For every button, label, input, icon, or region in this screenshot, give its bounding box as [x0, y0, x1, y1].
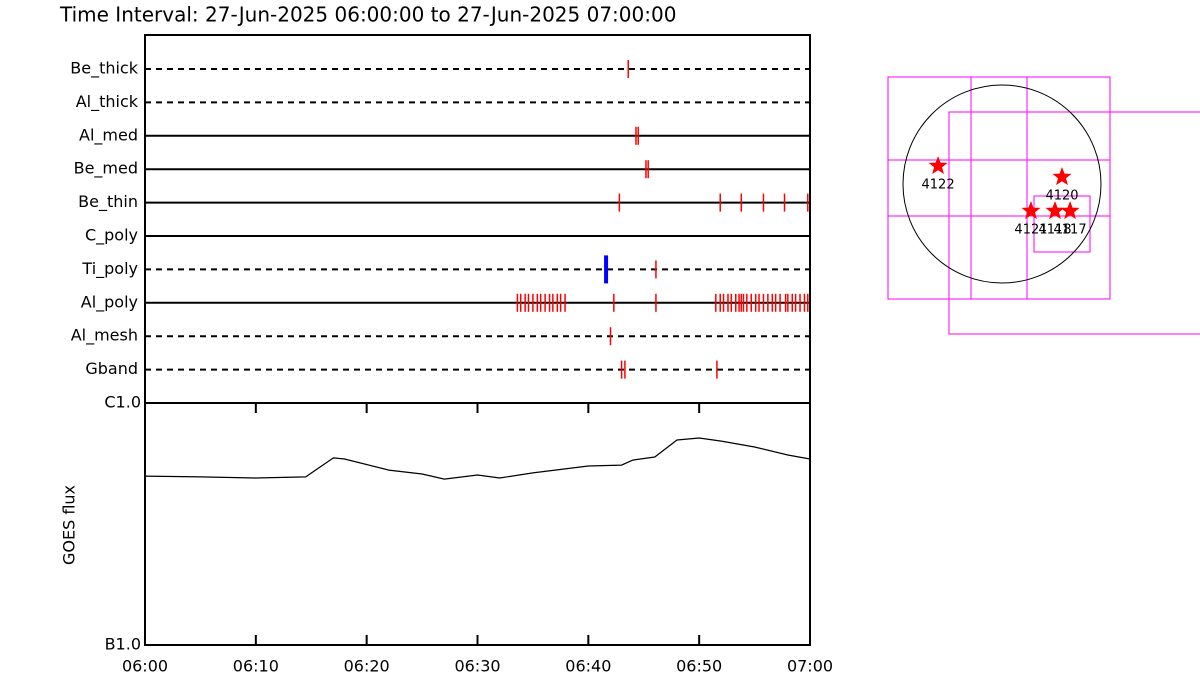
x-tick-label: 06:00 [122, 657, 168, 676]
region-star [1045, 201, 1065, 220]
y-tick-label: B1.0 [105, 635, 141, 654]
region-star [1052, 167, 1072, 186]
channel-label: Ti_poly [81, 259, 138, 279]
map-box [1033, 195, 1091, 253]
x-tick-label: 06:40 [565, 657, 611, 676]
x-tick-label: 06:10 [233, 657, 279, 676]
channel-label: Al_thick [76, 92, 139, 112]
map-box [887, 76, 1111, 300]
x-tick-label: 06:20 [344, 657, 390, 676]
channel-label: Be_med [74, 159, 138, 179]
region-label: 4122 [922, 177, 955, 192]
region-star [928, 156, 948, 174]
region-star [1021, 201, 1041, 220]
chart-title: Time Interval: 27-Jun-2025 06:00:00 to 2… [59, 3, 676, 27]
region-label: 4121 [1014, 223, 1047, 238]
channel-label: Al_poly [81, 292, 138, 312]
x-tick-label: 06:30 [454, 657, 500, 676]
region-star [1060, 201, 1080, 220]
goes-line [144, 437, 811, 480]
channel-label: Gband [85, 359, 138, 378]
channel-label: C_poly [85, 226, 138, 246]
map-box [948, 111, 1200, 335]
y-tick-label: C1.0 [104, 393, 141, 412]
region-label: 4118 [1038, 223, 1071, 238]
region-label: 4117 [1054, 223, 1087, 238]
channel-label: Be_thick [70, 59, 138, 79]
solar-disk [902, 84, 1102, 284]
region-label: 4120 [1045, 188, 1078, 203]
x-tick-label: 06:50 [676, 657, 722, 676]
map-frame [887, 76, 1200, 335]
channel-label: Al_mesh [71, 326, 138, 346]
x-tick-label: 07:00 [787, 657, 833, 676]
y-axis-label: GOES flux [60, 485, 79, 565]
channel-label: Be_thin [78, 192, 138, 212]
channel-label: Al_med [79, 125, 138, 145]
event-frame [144, 34, 811, 404]
